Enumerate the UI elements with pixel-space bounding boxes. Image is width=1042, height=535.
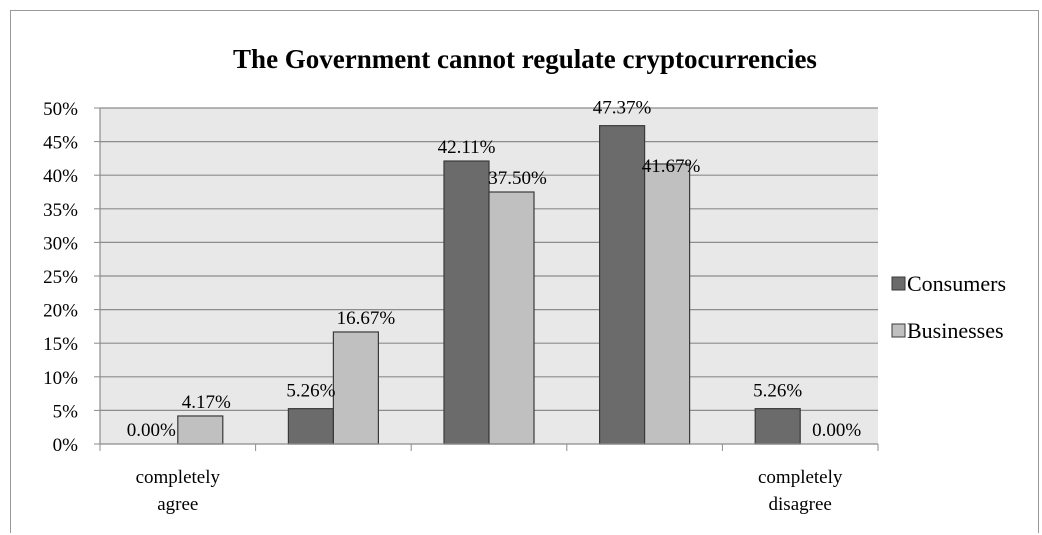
bar-businesses — [643, 163, 691, 445]
y-tick-label: 45% — [43, 133, 78, 154]
legend-swatch-consumers — [891, 276, 906, 291]
bar-consumers — [598, 125, 646, 445]
chart-frame — [10, 10, 1039, 533]
x-category-label: completely disagree — [758, 467, 843, 515]
bar-consumers — [754, 408, 801, 445]
data-label: 4.17% — [182, 392, 231, 413]
data-label: 0.00% — [127, 420, 176, 441]
data-label: 41.67% — [642, 156, 701, 177]
y-tick-label: 50% — [43, 99, 78, 120]
legend-label-businesses: Businesses — [907, 318, 1004, 343]
bar-businesses — [177, 415, 224, 445]
data-label: 16.67% — [337, 308, 396, 329]
data-label: 37.50% — [488, 168, 547, 189]
chart-title: The Government cannot regulate cryptocur… — [233, 44, 817, 74]
data-label: 5.26% — [286, 381, 335, 402]
data-label: 47.37% — [593, 98, 652, 119]
y-tick-label: 10% — [43, 368, 78, 389]
y-tick-label: 35% — [43, 200, 78, 221]
x-axis-labels: completely agree completely disagree — [136, 467, 843, 515]
legend-swatch-businesses — [891, 323, 906, 338]
bar-businesses — [488, 191, 535, 445]
bar-consumers — [287, 408, 334, 445]
axes — [94, 107, 879, 451]
y-tick-label: 40% — [43, 166, 78, 187]
data-labels: 0.00% 4.17% 5.26% 16.67% 42.11% 37.50% 47.37% 4… — [127, 98, 862, 441]
legend: Consumers Businesses — [891, 271, 1006, 343]
x-category-label: completely agree — [136, 467, 221, 515]
y-tick-label: 20% — [43, 301, 78, 322]
y-axis-labels: 0% 5% 10% 15% 20% 25% 30% 35% 40% 45% 50% — [43, 99, 78, 456]
y-tick-label: 30% — [43, 233, 78, 254]
y-tick-label: 0% — [53, 435, 79, 456]
legend-label-consumers: Consumers — [907, 271, 1006, 296]
data-label: 42.11% — [438, 137, 496, 158]
bar-businesses — [332, 331, 379, 445]
bar-consumers — [443, 160, 490, 445]
data-label: 5.26% — [753, 381, 802, 402]
data-label: 0.00% — [812, 420, 861, 441]
y-tick-label: 15% — [43, 334, 78, 355]
bars — [177, 125, 801, 445]
y-tick-label: 5% — [53, 401, 79, 422]
y-tick-label: 25% — [43, 267, 78, 288]
